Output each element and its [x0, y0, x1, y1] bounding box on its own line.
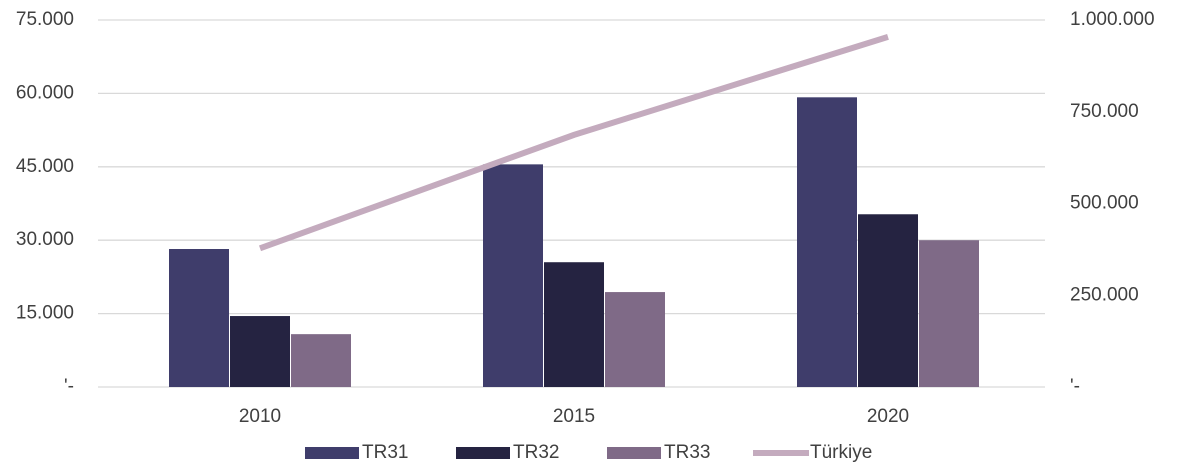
bar	[230, 316, 290, 387]
legend-label: TR31	[362, 442, 408, 463]
bar	[169, 249, 229, 387]
y-tick-label: 45.000	[16, 156, 74, 177]
legend-label: Türkiye	[810, 442, 872, 463]
bar	[544, 262, 604, 387]
legend-label: TR33	[664, 442, 710, 463]
bar	[858, 214, 918, 387]
bar	[919, 240, 979, 387]
legend-swatch	[456, 447, 510, 459]
bar	[797, 97, 857, 387]
y-tick-label: 75.000	[16, 9, 74, 30]
y2-tick-label: 750.000	[1070, 101, 1139, 122]
y-tick-label: 60.000	[16, 82, 74, 103]
y2-tick-label: 500.000	[1070, 193, 1139, 214]
x-tick-label: 2020	[867, 406, 909, 427]
y2-tick-label: 250.000	[1070, 284, 1139, 305]
x-tick-label: 2015	[553, 406, 595, 427]
y-tick-label: '-	[64, 376, 74, 397]
bar	[483, 164, 543, 387]
bar	[291, 334, 351, 387]
legend-label: TR32	[513, 442, 559, 463]
legend-swatch	[305, 447, 359, 459]
bar	[605, 292, 665, 387]
y-tick-label: 15.000	[16, 303, 74, 324]
legend-swatch	[607, 447, 661, 459]
y2-tick-label: 1.000.000	[1070, 9, 1155, 30]
y-tick-label: 30.000	[16, 229, 74, 250]
line	[258, 34, 889, 252]
y2-tick-label: '-	[1070, 376, 1080, 397]
x-tick-label: 2010	[239, 406, 281, 427]
